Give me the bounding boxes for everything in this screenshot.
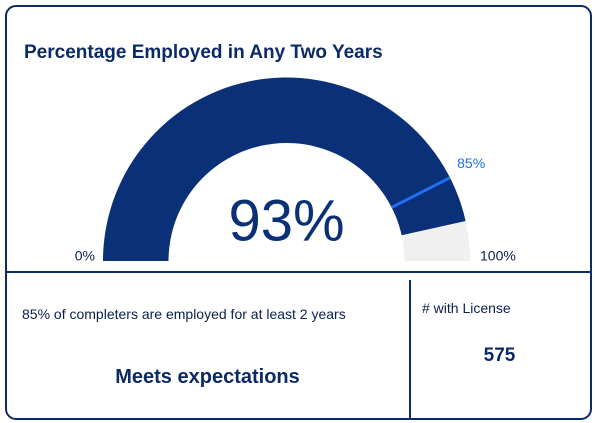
tick-label: 100% <box>480 248 516 264</box>
description: 85% of completers are employed for at le… <box>22 306 346 322</box>
license-value: 575 <box>483 345 516 366</box>
tick-label: 0% <box>75 248 95 264</box>
target-line <box>390 176 451 209</box>
value-label: 93% <box>228 188 344 253</box>
license-label: # with License <box>422 300 511 316</box>
gauge-value <box>103 77 466 261</box>
target-label: 85% <box>457 155 485 171</box>
status: Meets expectations <box>115 366 300 388</box>
chart-title: Percentage Employed in Any Two Years <box>24 42 383 63</box>
card-border <box>5 5 592 420</box>
